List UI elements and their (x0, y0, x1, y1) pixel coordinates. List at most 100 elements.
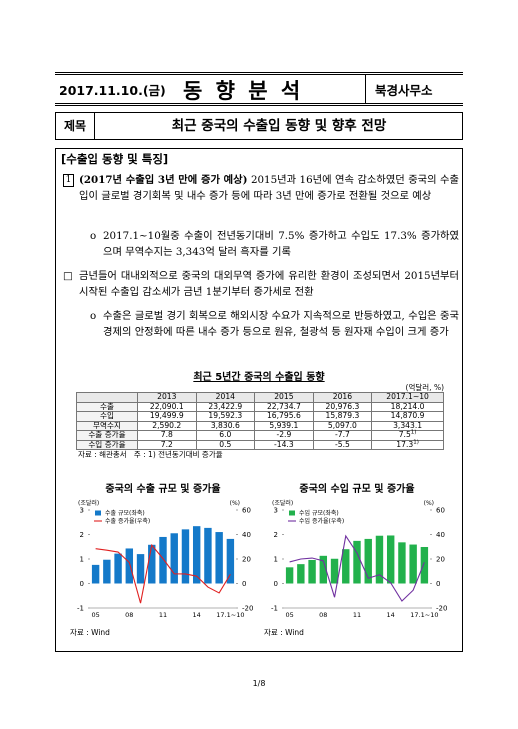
section-heading: [수출입 동향 및 특징] (61, 152, 169, 166)
series-line (289, 534, 425, 602)
table-cell: -5.5 (312, 439, 373, 450)
bullet-text: 2017.1~10월중 수출이 전년동기대비 7.5% 증가하고 수입도 17.… (103, 230, 459, 258)
bullet: o 수출은 글로벌 경기 회복으로 해외시장 수요가 지속적으로 반등하였고, 수… (90, 308, 459, 340)
chart: 중국의 수입 규모 및 증가율 (조달러) (%) -1 0 1 2 3 -20 0 20 40 60 0… (264, 482, 447, 637)
table-row: 수입 증가율 7.2 0.5 -14.3 -5.5 17.31) (76, 438, 444, 450)
column-header: 2015 (254, 392, 314, 403)
legend-label: 수입 규모(좌축) (299, 509, 339, 517)
y-axis-unit: (조달러) (78, 499, 99, 507)
x-tick-label: 08 (319, 611, 327, 619)
paragraph-lead: (2017년 수출입 3년 만에 증가 예상) (79, 174, 248, 186)
table-row: 수출 22,090.1 23,422.9 22,734.7 20,976.3 18,214… (76, 401, 444, 412)
bar (364, 538, 372, 584)
bullet: o 2017.1~10월중 수출이 전년동기대비 7.5% 증가하고 수입도 17… (90, 228, 459, 260)
legend-swatch (95, 510, 101, 516)
y-tick-label: -1 (77, 605, 84, 613)
y2-tick-label: 0 (242, 580, 246, 588)
legend-label: 수입 증가율(우축) (299, 517, 344, 525)
cell-value: 17.3 (396, 439, 414, 449)
header-date: 2017.11.10.(금) (59, 83, 166, 98)
y2-tick-label: -20 (242, 605, 253, 613)
data-table: 2013 2014 2015 2016 2017.1~10 수출 22,090.1 23,42… (76, 392, 444, 450)
subject-row: 제목 최근 중국의 수출입 동향 및 향후 전망 (55, 112, 463, 140)
y-tick-label: 2 (274, 531, 278, 539)
separator (365, 75, 366, 103)
y-tick-label: 2 (80, 531, 84, 539)
table-header-row: 2013 2014 2015 2016 2017.1~10 (76, 392, 444, 403)
table-footnote: 자료 : 해관총서 주 : 1) 전년동기대비 증가율 (78, 449, 223, 460)
bar (330, 558, 339, 584)
table-row: 수출 증가율 7.8 6.0 -2.9 -7.7 7.51) (76, 429, 444, 441)
y-tick-label: 3 (274, 507, 278, 515)
table-unit: (억달러, %) (405, 383, 444, 392)
legend-label: 수출 규모(좌축) (105, 509, 145, 517)
bullet-marker: o (90, 230, 97, 242)
content-box (55, 148, 463, 652)
bar (342, 549, 350, 584)
bar (308, 559, 316, 584)
subject-label: 제목 (56, 113, 95, 139)
chart-title: 중국의 수출 규모 및 증가율 (105, 482, 220, 495)
chart-source: 자료 : Wind (70, 628, 110, 637)
bar (386, 535, 395, 584)
y2-tick-label: 20 (242, 556, 251, 564)
table-title: 최근 5년간 중국의 수출입 동향 (193, 372, 325, 383)
bar (136, 554, 145, 584)
cell-note: 1) (413, 438, 419, 445)
bullet-marker: o (90, 310, 97, 322)
y-tick-label: 0 (274, 580, 278, 588)
row-label: 수입 (76, 411, 138, 422)
table-cell: -7.7 (312, 430, 373, 441)
x-tick-label: 14 (387, 611, 395, 619)
page-number: 1/8 (252, 679, 266, 688)
y-tick-label: 3 (80, 507, 84, 515)
chart-title: 중국의 수입 규모 및 증가율 (299, 482, 414, 495)
subject-title: 최근 중국의 수출입 동향 및 향후 전망 (171, 118, 387, 134)
header-office: 북경사무소 (375, 83, 433, 98)
bar (170, 533, 178, 584)
column-header: 2017.1~10 (371, 392, 444, 403)
x-tick-label: 11 (159, 611, 167, 619)
bar (409, 544, 417, 584)
table-note: 주 : 1) 전년동기대비 증가율 (133, 450, 223, 459)
table-source: 자료 : 해관총서 (78, 450, 127, 459)
x-tick-label: 05 (91, 611, 99, 619)
column-header: 2014 (195, 392, 256, 403)
table-cell: 16,795.6 (254, 411, 314, 422)
table-cell: 19,499.9 (137, 411, 197, 422)
y2-tick-label: 20 (436, 556, 445, 564)
bar (215, 532, 223, 584)
bar (192, 526, 201, 584)
x-tick-label: 17.1~10 (410, 611, 438, 619)
y2-tick-label: 40 (242, 531, 251, 539)
table-cell: 15,879.3 (312, 411, 373, 422)
table-cell: 14,870.9 (371, 411, 444, 422)
paragraph-marker: □ (63, 270, 73, 282)
bar (103, 559, 111, 584)
cell-note: 1) (410, 429, 417, 436)
table-corner (76, 392, 138, 403)
table-row: 수입 19,499.9 19,592.3 16,795.6 15,879.3 14,870… (76, 411, 444, 422)
paragraph: 1 (2017년 수출입 3년 만에 증가 예상) 2015년과 16년에 연속 … (63, 172, 459, 204)
y-axis-unit: (조달러) (272, 499, 293, 507)
x-tick-label: 08 (125, 611, 133, 619)
x-tick-label: 11 (353, 611, 361, 619)
chart: 중국의 수출 규모 및 증가율 (조달러) (%) -1 0 1 2 3 -20 0 20 40 60 0… (70, 482, 253, 637)
chart-source: 자료 : Wind (264, 628, 304, 637)
x-tick-label: 05 (285, 611, 293, 619)
row-label: 수출 증가율 (76, 430, 138, 441)
y-tick-label: 0 (80, 580, 84, 588)
paragraph: □ 금년들어 대내외적으로 중국의 대외무역 증가에 유리한 환경이 조성되면서 … (63, 268, 459, 300)
bar (159, 536, 167, 584)
column-header: 2013 (137, 392, 197, 403)
y2-tick-label: 0 (436, 580, 440, 588)
y-tick-label: -1 (271, 605, 278, 613)
cell-value: 7.5 (398, 430, 411, 439)
table-cell: 7.8 (137, 430, 197, 441)
bar (353, 540, 361, 584)
table-cell: -14.3 (254, 439, 314, 450)
header-title: 동 향 분 석 (183, 78, 304, 103)
table-row: 무역수지 2,590.2 3,830.6 5,939.1 5,097.0 3,343.1 (76, 420, 444, 431)
table-cell: 19,592.3 (195, 411, 256, 422)
